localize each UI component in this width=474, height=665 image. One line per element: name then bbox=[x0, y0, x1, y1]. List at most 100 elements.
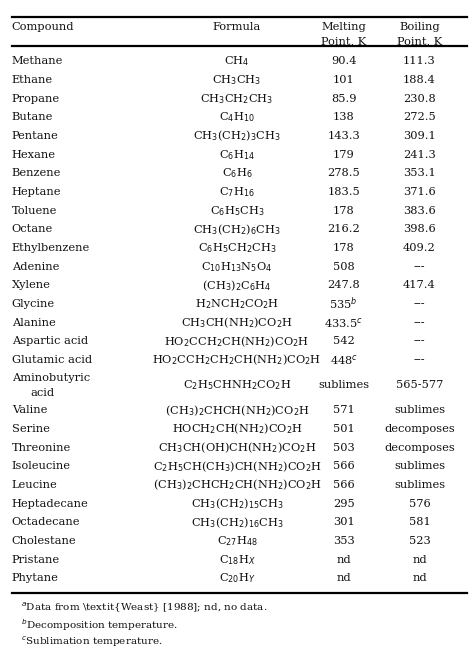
Text: CH$_3$(CH$_2$)$_6$CH$_3$: CH$_3$(CH$_2$)$_6$CH$_3$ bbox=[193, 222, 281, 237]
Text: C$_{18}$H$_X$: C$_{18}$H$_X$ bbox=[219, 553, 255, 567]
Text: 138: 138 bbox=[333, 112, 355, 122]
Text: 295: 295 bbox=[333, 499, 355, 509]
Text: $^{c}$Sublimation temperature.: $^{c}$Sublimation temperature. bbox=[21, 634, 163, 649]
Text: 523: 523 bbox=[409, 536, 430, 546]
Text: C$_{20}$H$_Y$: C$_{20}$H$_Y$ bbox=[219, 572, 255, 585]
Text: 566: 566 bbox=[333, 480, 355, 490]
Text: ---: --- bbox=[414, 299, 425, 309]
Text: 448$^c$: 448$^c$ bbox=[329, 353, 358, 367]
Text: CH$_3$CH$_2$CH$_3$: CH$_3$CH$_2$CH$_3$ bbox=[201, 92, 273, 106]
Text: 409.2: 409.2 bbox=[403, 243, 436, 253]
Text: CH$_4$: CH$_4$ bbox=[224, 55, 250, 68]
Text: decomposes: decomposes bbox=[384, 424, 455, 434]
Text: CH$_3$(CH$_2$)$_{16}$CH$_3$: CH$_3$(CH$_2$)$_{16}$CH$_3$ bbox=[191, 515, 283, 530]
Text: C$_{10}$H$_{13}$N$_5$O$_4$: C$_{10}$H$_{13}$N$_5$O$_4$ bbox=[201, 260, 273, 274]
Text: Heptane: Heptane bbox=[12, 187, 61, 197]
Text: Leucine: Leucine bbox=[12, 480, 58, 490]
Text: 565-577: 565-577 bbox=[396, 380, 443, 390]
Text: $^{b}$Decomposition temperature.: $^{b}$Decomposition temperature. bbox=[21, 617, 178, 633]
Text: Alanine: Alanine bbox=[12, 318, 55, 328]
Text: C$_6$H$_5$CH$_2$CH$_3$: C$_6$H$_5$CH$_2$CH$_3$ bbox=[198, 241, 276, 255]
Text: C$_4$H$_{10}$: C$_4$H$_{10}$ bbox=[219, 110, 255, 124]
Text: 501: 501 bbox=[333, 424, 355, 434]
Text: Boiling: Boiling bbox=[399, 22, 440, 32]
Text: sublimes: sublimes bbox=[394, 406, 445, 416]
Text: Aspartic acid: Aspartic acid bbox=[12, 336, 88, 346]
Text: 272.5: 272.5 bbox=[403, 112, 436, 122]
Text: Threonine: Threonine bbox=[12, 443, 71, 453]
Text: 535$^b$: 535$^b$ bbox=[329, 296, 358, 313]
Text: Propane: Propane bbox=[12, 94, 60, 104]
Text: Ethane: Ethane bbox=[12, 75, 53, 85]
Text: 143.3: 143.3 bbox=[327, 131, 360, 141]
Text: Ethylbenzene: Ethylbenzene bbox=[12, 243, 90, 253]
Text: Glutamic acid: Glutamic acid bbox=[12, 355, 92, 365]
Text: Adenine: Adenine bbox=[12, 262, 59, 272]
Text: 398.6: 398.6 bbox=[403, 224, 436, 235]
Text: 566: 566 bbox=[333, 462, 355, 471]
Text: Isoleucine: Isoleucine bbox=[12, 462, 71, 471]
Text: 417.4: 417.4 bbox=[403, 281, 436, 291]
Text: Toluene: Toluene bbox=[12, 205, 57, 215]
Text: sublimes: sublimes bbox=[318, 380, 369, 390]
Text: 230.8: 230.8 bbox=[403, 94, 436, 104]
Text: 111.3: 111.3 bbox=[403, 57, 436, 66]
Text: HO$_2$CCH$_2$CH(NH$_2$)CO$_2$H: HO$_2$CCH$_2$CH(NH$_2$)CO$_2$H bbox=[164, 334, 310, 348]
Text: 353.1: 353.1 bbox=[403, 168, 436, 178]
Text: Octadecane: Octadecane bbox=[12, 517, 81, 527]
Text: Heptadecane: Heptadecane bbox=[12, 499, 89, 509]
Text: C$_6$H$_{14}$: C$_6$H$_{14}$ bbox=[219, 148, 255, 162]
Text: Point, K: Point, K bbox=[321, 37, 366, 47]
Text: Aminobutyric: Aminobutyric bbox=[12, 373, 90, 383]
Text: Point, K: Point, K bbox=[397, 37, 442, 47]
Text: CH$_3$(CH$_2$)$_{15}$CH$_3$: CH$_3$(CH$_2$)$_{15}$CH$_3$ bbox=[191, 497, 283, 511]
Text: (CH$_3$)$_2$CHCH(NH$_2$)CO$_2$H: (CH$_3$)$_2$CHCH(NH$_2$)CO$_2$H bbox=[164, 403, 310, 418]
Text: nd: nd bbox=[412, 555, 427, 565]
Text: 183.5: 183.5 bbox=[327, 187, 360, 197]
Text: decomposes: decomposes bbox=[384, 443, 455, 453]
Text: (CH$_3$)$_2$C$_6$H$_4$: (CH$_3$)$_2$C$_6$H$_4$ bbox=[202, 278, 272, 293]
Text: CH$_3$CH(NH$_2$)CO$_2$H: CH$_3$CH(NH$_2$)CO$_2$H bbox=[181, 315, 293, 330]
Text: C$_2$H$_5$CHNH$_2$CO$_2$H: C$_2$H$_5$CHNH$_2$CO$_2$H bbox=[183, 378, 291, 392]
Text: HOCH$_2$CH(NH$_2$)CO$_2$H: HOCH$_2$CH(NH$_2$)CO$_2$H bbox=[172, 422, 302, 436]
Text: acid: acid bbox=[31, 388, 55, 398]
Text: ---: --- bbox=[414, 318, 425, 328]
Text: 383.6: 383.6 bbox=[403, 205, 436, 215]
Text: 508: 508 bbox=[333, 262, 355, 272]
Text: 301: 301 bbox=[333, 517, 355, 527]
Text: Melting: Melting bbox=[321, 22, 366, 32]
Text: 433.5$^c$: 433.5$^c$ bbox=[324, 316, 363, 330]
Text: (CH$_3$)$_2$CHCH$_2$CH(NH$_2$)CO$_2$H: (CH$_3$)$_2$CHCH$_2$CH(NH$_2$)CO$_2$H bbox=[153, 478, 321, 493]
Text: 178: 178 bbox=[333, 205, 355, 215]
Text: C$_6$H$_5$CH$_3$: C$_6$H$_5$CH$_3$ bbox=[210, 204, 264, 217]
Text: Compound: Compound bbox=[12, 22, 74, 32]
Text: $^{a}$Data from \textit{Weast} [1988]; nd, no data.: $^{a}$Data from \textit{Weast} [1988]; n… bbox=[21, 600, 268, 614]
Text: 85.9: 85.9 bbox=[331, 94, 356, 104]
Text: CH$_3$CH(OH)CH(NH$_2$)CO$_2$H: CH$_3$CH(OH)CH(NH$_2$)CO$_2$H bbox=[158, 440, 316, 455]
Text: Xylene: Xylene bbox=[12, 281, 51, 291]
Text: 216.2: 216.2 bbox=[327, 224, 360, 235]
Text: 571: 571 bbox=[333, 406, 355, 416]
Text: Valine: Valine bbox=[12, 406, 47, 416]
Text: Cholestane: Cholestane bbox=[12, 536, 76, 546]
Text: HO$_2$CCH$_2$CH$_2$CH(NH$_2$)CO$_2$H: HO$_2$CCH$_2$CH$_2$CH(NH$_2$)CO$_2$H bbox=[153, 353, 321, 367]
Text: C$_{27}$H$_{48}$: C$_{27}$H$_{48}$ bbox=[217, 534, 257, 548]
Text: H$_2$NCH$_2$CO$_2$H: H$_2$NCH$_2$CO$_2$H bbox=[195, 297, 279, 311]
Text: ---: --- bbox=[414, 355, 425, 365]
Text: 90.4: 90.4 bbox=[331, 57, 356, 66]
Text: ---: --- bbox=[414, 336, 425, 346]
Text: 581: 581 bbox=[409, 517, 430, 527]
Text: Octane: Octane bbox=[12, 224, 53, 235]
Text: 188.4: 188.4 bbox=[403, 75, 436, 85]
Text: nd: nd bbox=[337, 555, 351, 565]
Text: Phytane: Phytane bbox=[12, 573, 59, 583]
Text: 503: 503 bbox=[333, 443, 355, 453]
Text: Formula: Formula bbox=[213, 22, 261, 32]
Text: nd: nd bbox=[337, 573, 351, 583]
Text: 278.5: 278.5 bbox=[327, 168, 360, 178]
Text: 353: 353 bbox=[333, 536, 355, 546]
Text: 309.1: 309.1 bbox=[403, 131, 436, 141]
Text: 247.8: 247.8 bbox=[327, 281, 360, 291]
Text: ---: --- bbox=[414, 262, 425, 272]
Text: Pristane: Pristane bbox=[12, 555, 60, 565]
